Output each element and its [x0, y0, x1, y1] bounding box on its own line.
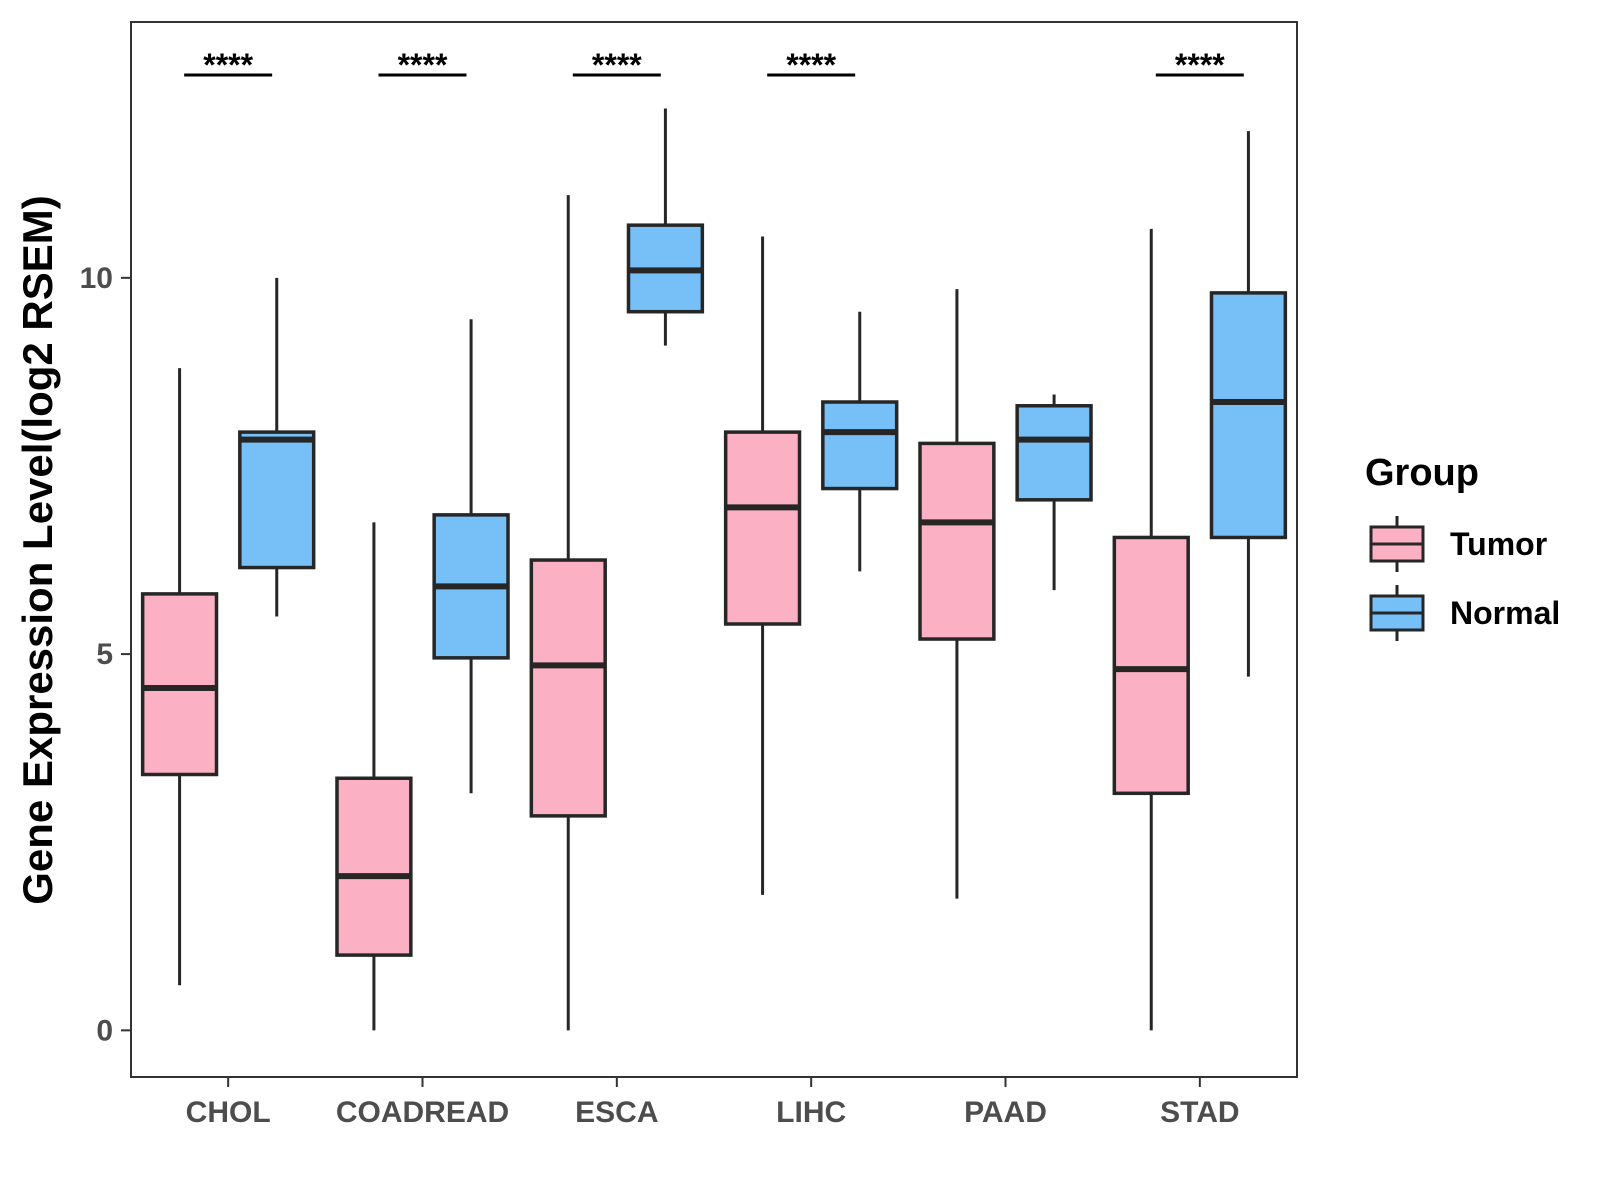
- x-tick-label: COADREAD: [336, 1096, 509, 1129]
- box-esca-tumor: [529, 195, 607, 1031]
- iqr-box: [140, 592, 219, 777]
- iqr-box: [1015, 404, 1093, 502]
- significance-layer: **** **** **** **** ****: [184, 47, 1244, 83]
- legend: Group Tumor Normal: [1365, 452, 1560, 641]
- box-paad-normal: [1015, 394, 1093, 591]
- y-tick-label: 0: [96, 1014, 113, 1047]
- box-lihc-normal: [821, 311, 899, 572]
- iqr-box: [1112, 535, 1190, 796]
- significance-stars: ****: [203, 47, 253, 83]
- legend-title: Group: [1365, 452, 1479, 494]
- significance-stad: ****: [1155, 47, 1244, 83]
- significance-coadread: ****: [378, 47, 467, 83]
- box-chol-normal: [238, 277, 316, 617]
- y-axis-title: Gene Expression Level(log2 RSEM): [14, 195, 61, 905]
- box-stad-tumor: [1112, 228, 1190, 1031]
- iqr-box: [1209, 291, 1288, 540]
- significance-stars: ****: [592, 47, 642, 83]
- legend-entry-tumor: Tumor: [1369, 516, 1547, 572]
- iqr-box: [918, 441, 996, 641]
- box-chol-tumor: [140, 368, 219, 986]
- plot-panel: [130, 21, 1298, 1078]
- significance-stars: ****: [786, 47, 836, 83]
- y-tick-label: 5: [96, 638, 113, 671]
- x-tick-label: PAAD: [964, 1096, 1047, 1129]
- significance-esca: ****: [572, 47, 661, 83]
- y-tick-label: 10: [80, 262, 113, 295]
- iqr-box: [335, 776, 413, 957]
- iqr-box: [529, 558, 607, 818]
- x-tick-label: LIHC: [776, 1096, 846, 1129]
- box-stad-normal: [1209, 131, 1288, 677]
- box-coadread-tumor: [335, 522, 413, 1031]
- box-paad-tumor: [918, 289, 996, 899]
- iqr-box: [723, 430, 802, 626]
- legend-label: Tumor: [1450, 526, 1547, 562]
- y-axis: 0 5 10: [80, 262, 131, 1047]
- box-lihc-tumor: [723, 236, 802, 895]
- x-tick-label: ESCA: [575, 1096, 658, 1129]
- x-tick-label: CHOL: [186, 1096, 271, 1129]
- significance-lihc: ****: [767, 47, 856, 83]
- legend-label: Normal: [1450, 595, 1560, 631]
- significance-stars: ****: [1175, 47, 1225, 83]
- box-coadread-normal: [432, 319, 510, 794]
- x-tick-label: STAD: [1160, 1096, 1239, 1129]
- iqr-box: [238, 430, 316, 570]
- iqr-box: [821, 400, 899, 491]
- significance-chol: ****: [184, 47, 273, 83]
- x-axis: CHOL COADREAD ESCA LIHC PAAD STAD: [186, 1077, 1240, 1129]
- significance-stars: ****: [398, 47, 448, 83]
- legend-entry-normal: Normal: [1369, 585, 1560, 641]
- box-esca-normal: [626, 108, 705, 346]
- box-layer: [140, 108, 1288, 1031]
